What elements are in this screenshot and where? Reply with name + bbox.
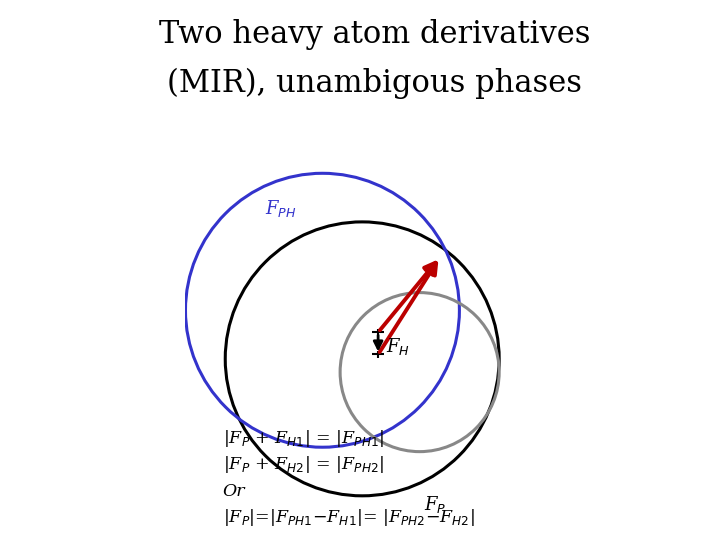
Text: |F$_P$ + F$_{H1}$| = |F$_{PH1}$|: |F$_P$ + F$_{H1}$| = |F$_{PH1}$|: [222, 428, 384, 449]
Text: Or: Or: [222, 483, 245, 500]
Text: |F$_P$ + F$_{H2}$| = |F$_{PH2}$|: |F$_P$ + F$_{H2}$| = |F$_{PH2}$|: [222, 454, 384, 475]
Text: |F$_P$|=|F$_{PH1}$−F$_{H1}$|= |F$_{PH2}$−F$_{H2}$|: |F$_P$|=|F$_{PH1}$−F$_{H1}$|= |F$_{PH2}$…: [222, 508, 474, 529]
Text: F$_P$: F$_P$: [424, 494, 446, 515]
Text: F$_H$: F$_H$: [386, 336, 410, 357]
Text: (MIR), unambigous phases: (MIR), unambigous phases: [167, 68, 582, 99]
Text: Two heavy atom derivatives: Two heavy atom derivatives: [158, 19, 590, 50]
Text: F$_{PH}$: F$_{PH}$: [265, 198, 297, 219]
